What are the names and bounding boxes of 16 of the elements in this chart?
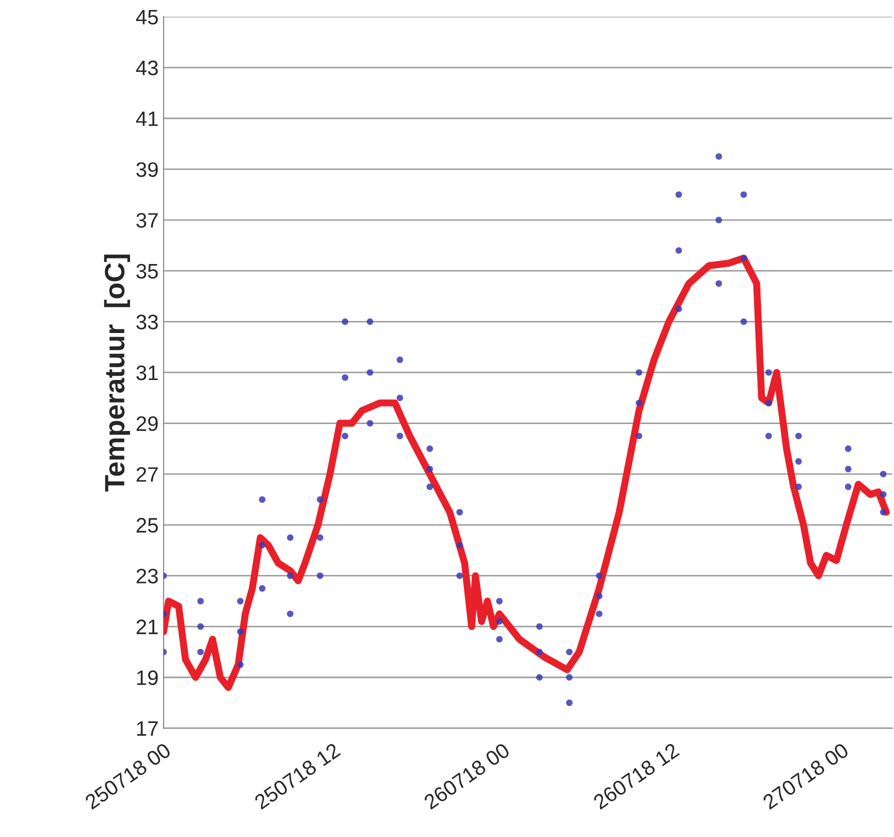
- y-tick-label: 39: [136, 162, 158, 177]
- y-tick-label: 17: [137, 721, 158, 736]
- y-tick-label: 25: [136, 518, 158, 533]
- y-tick-label: 31: [136, 365, 158, 380]
- y-tick-label: 23: [136, 568, 158, 584]
- y-tick-label: 21: [136, 620, 158, 634]
- y-tick-label: 35: [136, 264, 158, 279]
- y-tick-label: 29: [136, 416, 158, 432]
- y-tick-label: 37: [136, 213, 158, 228]
- y-tick-label: 43: [136, 60, 158, 76]
- y-tick-label: 33: [136, 314, 158, 330]
- y-tick-label: 45: [136, 10, 158, 24]
- y-tick-label: 41: [136, 112, 158, 126]
- y-tick-label: 19: [137, 670, 158, 686]
- y-axis-title: Temperatuur [oC]: [104, 254, 130, 492]
- y-tick-label: 27: [136, 467, 158, 482]
